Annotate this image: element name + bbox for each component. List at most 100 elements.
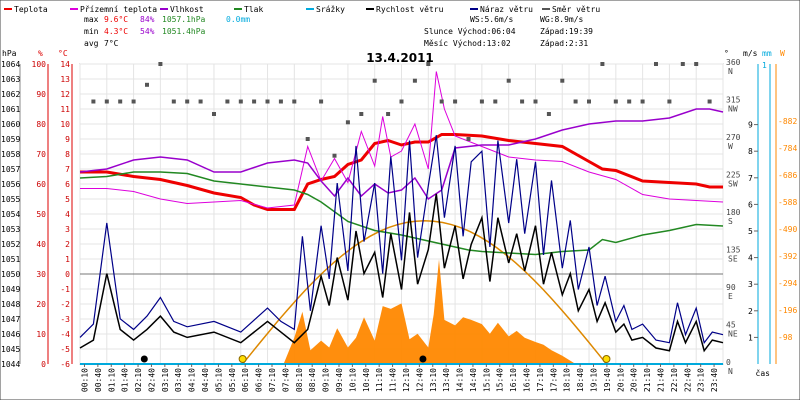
wind-direction-point (640, 99, 645, 104)
axis-dir-value: 225 (726, 171, 741, 180)
wind-direction-point (694, 62, 699, 66)
wind-direction-point (158, 62, 163, 66)
axis-dir-value: 90 (726, 283, 736, 292)
axis-dir-label: N (728, 367, 733, 376)
wind-direction-point (305, 137, 310, 141)
wind-direction-point (91, 99, 96, 104)
legend-1-label: Přízemní teplota (80, 5, 157, 14)
x-tick-label: 14:40 (469, 368, 478, 392)
axis-pct-tick: 70 (36, 150, 46, 159)
legend-3-label: Tlak (244, 5, 263, 14)
axis-hpa-tick: 1055 (1, 195, 20, 204)
sun-marker-icon (238, 355, 247, 363)
axis-ms-tick: 2 (748, 307, 753, 316)
axis-ms-tick: 9 (748, 121, 753, 130)
x-tick-label: 16:40 (523, 368, 532, 392)
info-wind-speed: WS:5.6m/s (470, 15, 514, 24)
wind-direction-point (587, 99, 591, 104)
x-tick-label: 10:40 (362, 368, 371, 392)
info-sun-rise: Slunce Východ:06:04 (424, 27, 516, 36)
series-wind-gust-line (79, 135, 724, 345)
wind-direction-point (707, 99, 712, 104)
axis-hpa-tick: 1056 (1, 180, 20, 189)
x-tick-label: 18:40 (576, 368, 585, 392)
wind-direction-point (573, 99, 578, 104)
wind-direction-point (319, 99, 324, 104)
wind-direction-point (386, 112, 391, 116)
axis-pct-tick: 100 (32, 60, 47, 69)
axis-degc-unit: °C (58, 49, 68, 58)
axis-dir-value: 45 (726, 321, 736, 330)
axis-w-unit: W (780, 49, 785, 58)
x-tick-label: 03:10 (161, 368, 170, 392)
time-axis: 00:10 00:40 01:10 01:40 02:10 02:40 03:10 03:40… (81, 364, 719, 392)
legend-5-label: Rychlost větru (376, 5, 444, 14)
stat-max-temp: 9.6°C (104, 15, 128, 24)
info-moon-set: Západ:2:31 (540, 39, 588, 48)
x-tick-label: 23:10 (697, 368, 706, 392)
wind-direction-point (345, 120, 350, 125)
axis-hpa-tick: 1062 (1, 90, 20, 99)
axis-hpa-unit: hPa (2, 49, 17, 58)
axis-degc-tick: 5 (65, 195, 70, 204)
axis-degc-tick: 7 (65, 165, 70, 174)
axis-hpa-tick: 1044 (1, 360, 20, 369)
axis-degc-tick: 4 (65, 210, 70, 219)
wind-direction-point (118, 99, 123, 104)
stat-avg-temp: 7°C (104, 39, 119, 48)
moon-marker-icon (140, 355, 148, 363)
wind-direction-point (252, 99, 257, 104)
wind-direction-point (506, 78, 511, 83)
x-tick-label: 04:10 (188, 368, 197, 392)
x-tick-label: 04:40 (201, 368, 210, 392)
wind-direction-point (546, 112, 551, 116)
x-tick-label: 13:40 (442, 368, 451, 392)
wind-direction-point (265, 99, 270, 104)
x-tick-label: 11:10 (375, 368, 384, 392)
legend-2-label: Vlhkost (170, 5, 204, 14)
axis-pct-tick: 30 (36, 270, 46, 279)
wind-direction-point (627, 99, 632, 104)
axis-pct-tick: 0 (41, 360, 46, 369)
wind-direction-point (426, 62, 431, 66)
axis-degc-tick: 12 (60, 90, 70, 99)
solar-radiation-area (283, 259, 576, 364)
wind-direction-point (399, 99, 404, 104)
x-tick-label: 10:10 (348, 368, 357, 392)
wind-direction-point (212, 112, 216, 116)
legend-4-label: Srážky (316, 5, 345, 14)
stat-min-pressure: 1051.4hPa (162, 27, 206, 36)
axis-w-tick: -98 (778, 333, 793, 342)
axis-hpa-tick: 1058 (1, 150, 20, 159)
wind-direction-point (453, 99, 458, 104)
x-tick-label: 07:40 (281, 368, 290, 392)
stat-max-rain: 0.0mm (226, 15, 250, 24)
wind-direction-point (680, 62, 685, 66)
axis-hpa-tick: 1060 (1, 120, 20, 129)
series-ground-temperature-line (80, 71, 724, 209)
series-wind-speed-line (79, 193, 724, 353)
axis-ms-tick: 5 (748, 227, 753, 236)
axis-dir-value: 270 (726, 133, 741, 142)
x-tick-label: 16:10 (509, 368, 518, 392)
axis-degc-tick: -5 (60, 345, 70, 354)
wind-direction-point (493, 99, 498, 104)
stat-min-label: min (84, 27, 99, 36)
x-tick-label: 21:10 (643, 368, 652, 392)
axis-hpa-tick: 1059 (1, 135, 20, 144)
wind-direction-point (613, 99, 618, 104)
legend-7-label: Směr větru (552, 5, 600, 14)
stats-panel: max 9.6°C 84% 1057.1hPa 0.0mm min 4.3°C 54% 1051… (84, 15, 593, 48)
x-tick-label: 08:40 (308, 368, 317, 392)
axis-ms-top: 1 (762, 61, 767, 70)
axis-degc-tick: 6 (65, 180, 70, 189)
wind-direction-point (520, 99, 525, 104)
axis-dir-value: 360 (726, 58, 741, 67)
x-tick-label: 06:10 (241, 368, 250, 392)
x-tick-label: 12:10 (402, 368, 411, 392)
wind-direction-point (560, 78, 565, 83)
axis-hpa-tick: 1045 (1, 345, 20, 354)
axis-pct-tick: 80 (36, 120, 46, 129)
axis-degc-tick: 2 (65, 240, 70, 249)
